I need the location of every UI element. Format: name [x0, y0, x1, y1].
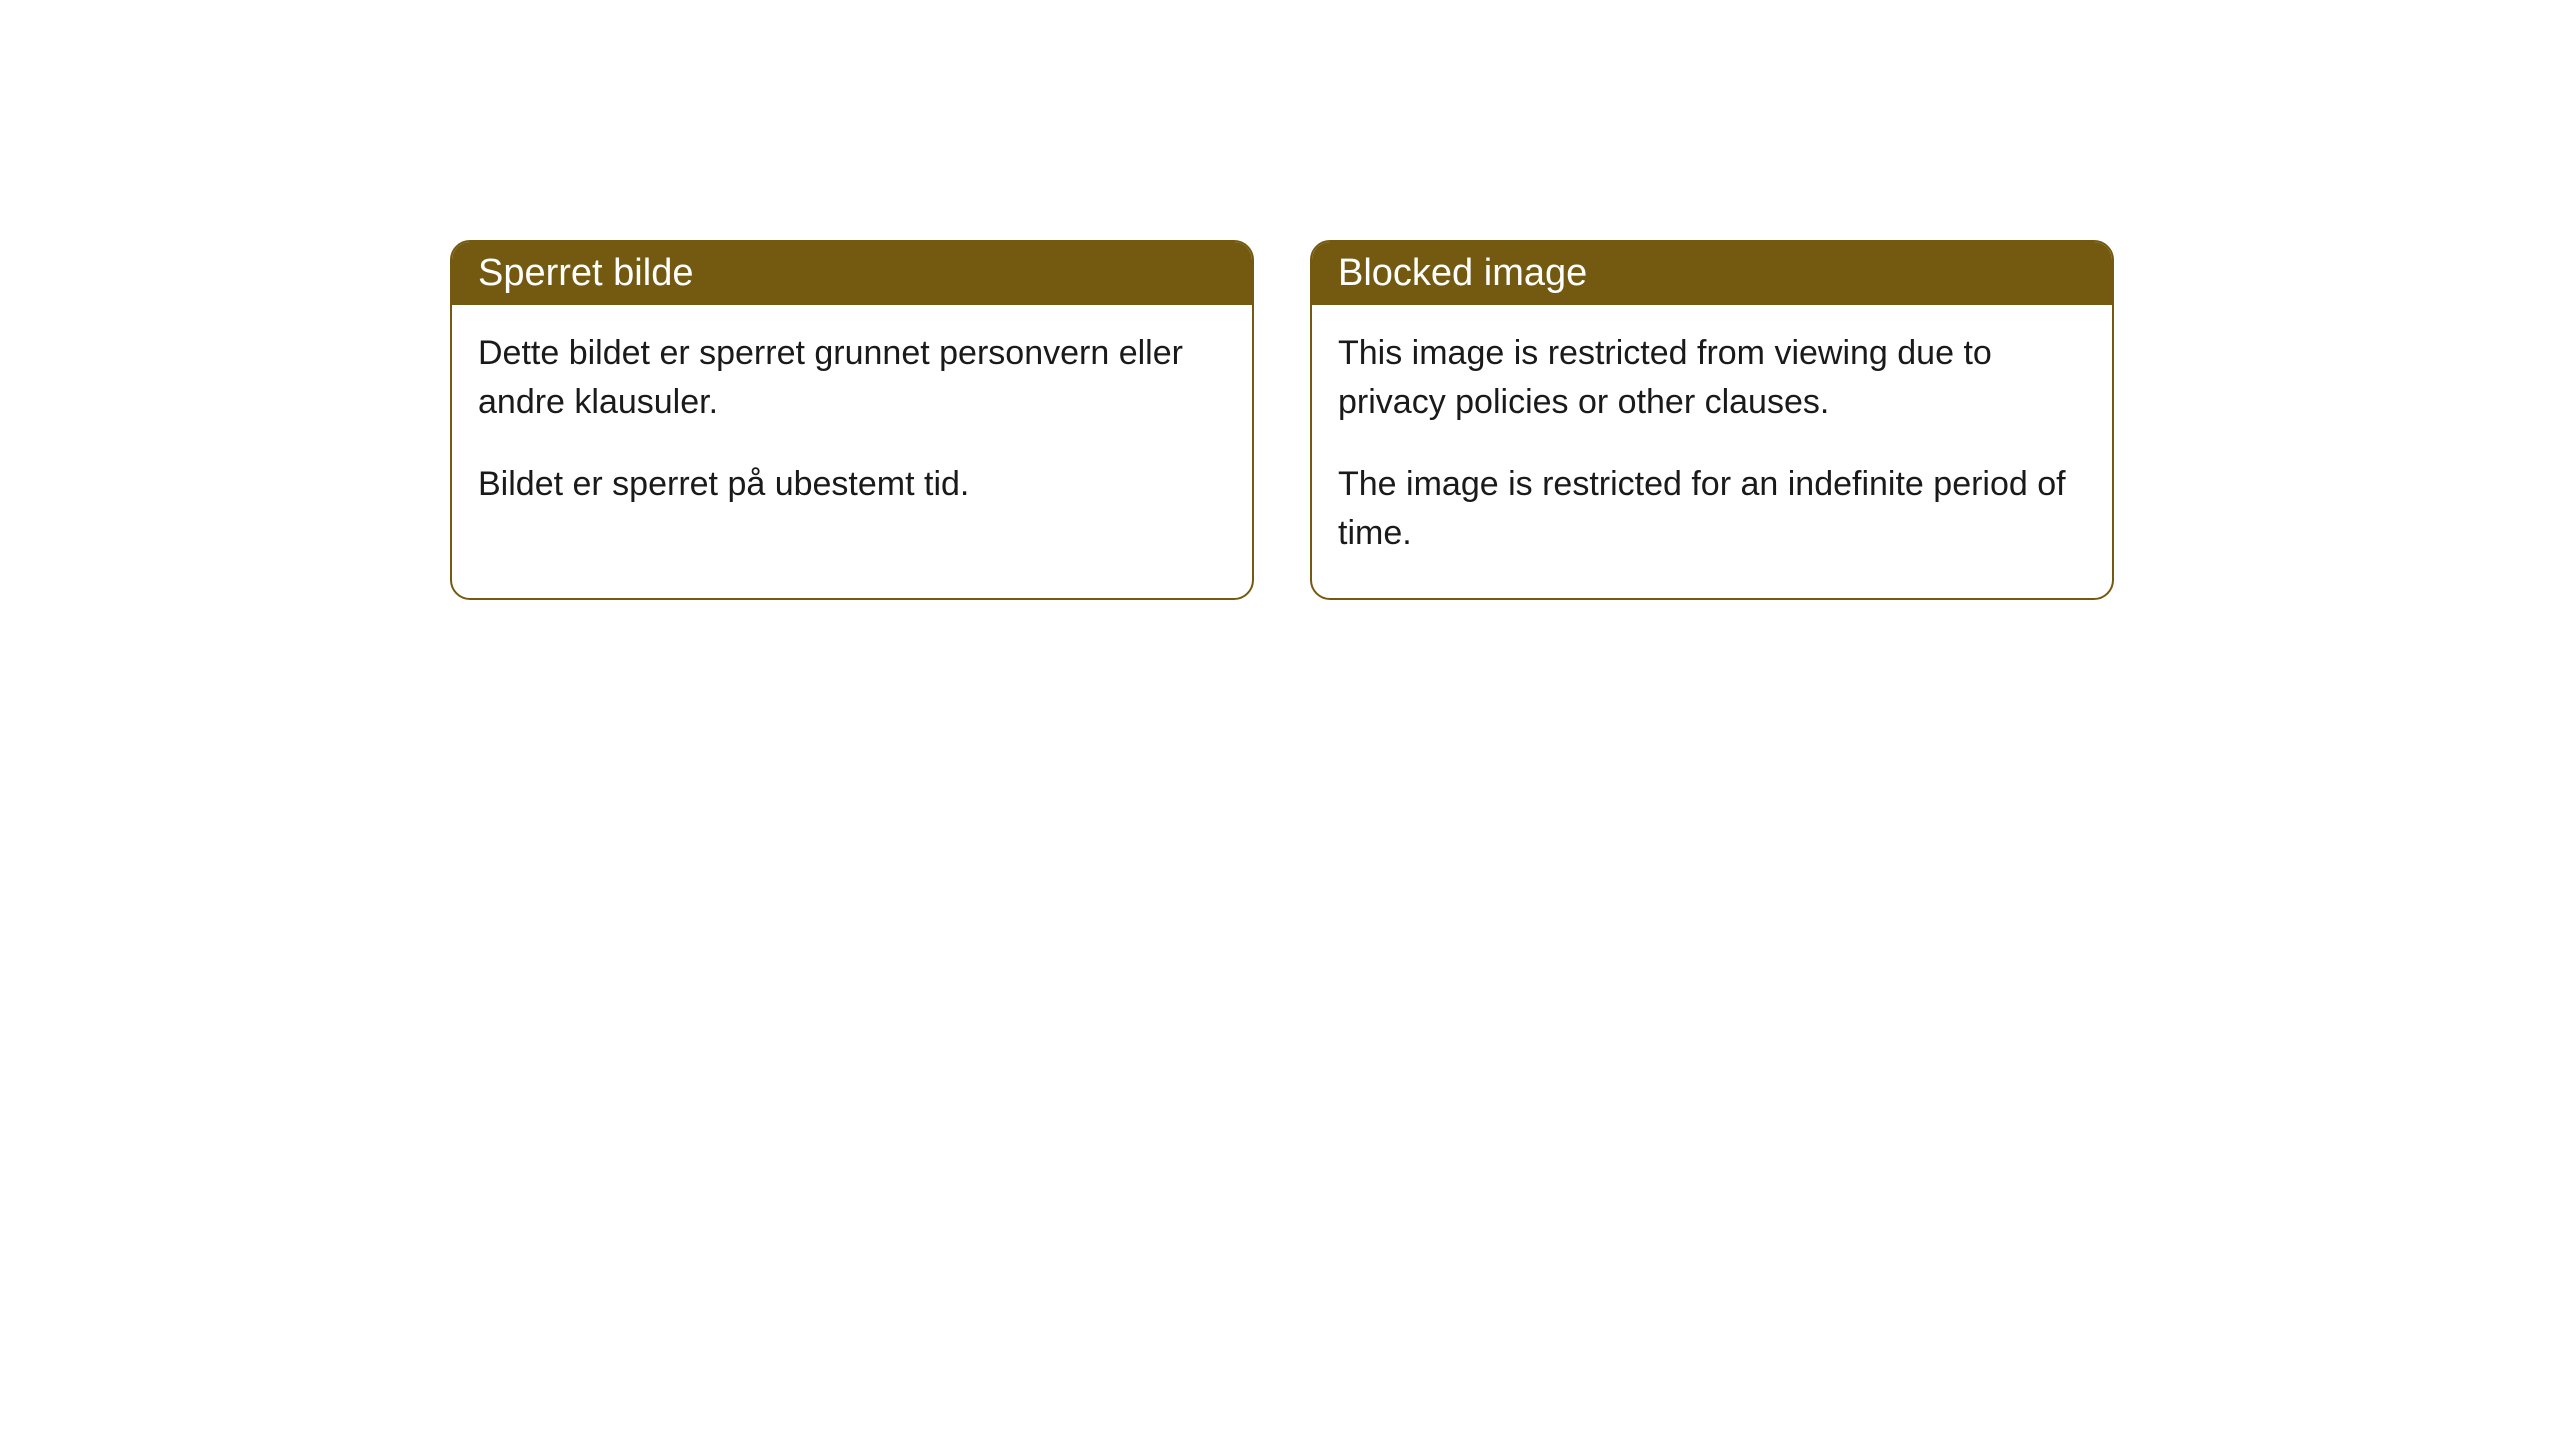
card-paragraph: The image is restricted for an indefinit… [1338, 460, 2086, 559]
card-paragraph: This image is restricted from viewing du… [1338, 329, 2086, 428]
notice-container: Sperret bilde Dette bildet er sperret gr… [450, 240, 2114, 600]
card-header-english: Blocked image [1312, 242, 2112, 305]
notice-card-norwegian: Sperret bilde Dette bildet er sperret gr… [450, 240, 1254, 600]
card-title: Sperret bilde [478, 252, 693, 294]
card-title: Blocked image [1338, 252, 1587, 294]
card-body-norwegian: Dette bildet er sperret grunnet personve… [452, 305, 1252, 549]
card-paragraph: Dette bildet er sperret grunnet personve… [478, 329, 1226, 428]
card-paragraph: Bildet er sperret på ubestemt tid. [478, 460, 1226, 509]
notice-card-english: Blocked image This image is restricted f… [1310, 240, 2114, 600]
card-header-norwegian: Sperret bilde [452, 242, 1252, 305]
card-body-english: This image is restricted from viewing du… [1312, 305, 2112, 598]
